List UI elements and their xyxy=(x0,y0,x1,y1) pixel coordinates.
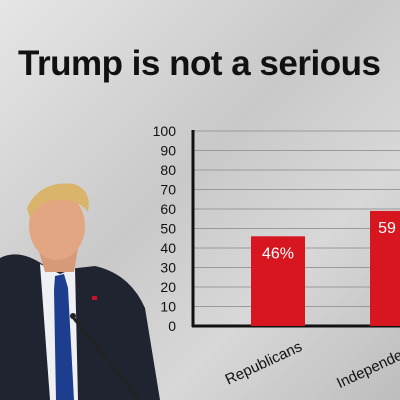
y-tick-label: 80 xyxy=(160,162,176,178)
y-tick-label: 0 xyxy=(168,318,176,334)
y-tick-label: 70 xyxy=(160,182,176,198)
y-tick-label: 30 xyxy=(160,260,176,276)
tie xyxy=(54,274,74,400)
data-label: 46% xyxy=(262,245,294,262)
y-tick-label: 20 xyxy=(160,279,176,295)
bar-republicans xyxy=(251,236,305,326)
person-photo xyxy=(0,183,160,400)
bar-independents xyxy=(370,210,400,326)
x-axis-labels: Republicans Independents xyxy=(223,338,400,392)
y-tick-label: 60 xyxy=(160,201,176,217)
y-tick-label: 50 xyxy=(160,221,176,237)
y-tick-label: 40 xyxy=(160,240,176,256)
hair xyxy=(27,183,89,218)
face xyxy=(29,192,85,260)
x-tick-label: Independents xyxy=(334,338,400,392)
y-tick-label: 100 xyxy=(153,123,177,139)
y-tick-label: 90 xyxy=(160,143,176,159)
y-tick-label: 10 xyxy=(160,299,176,315)
data-label: 59 xyxy=(378,220,396,237)
chart-title: Trump is not a serious xyxy=(18,44,381,83)
bars: 46% 59 xyxy=(251,210,400,326)
x-tick-label: Republicans xyxy=(223,338,305,388)
y-axis-ticks: 0 10 20 30 40 50 60 70 80 90 100 xyxy=(153,123,177,334)
